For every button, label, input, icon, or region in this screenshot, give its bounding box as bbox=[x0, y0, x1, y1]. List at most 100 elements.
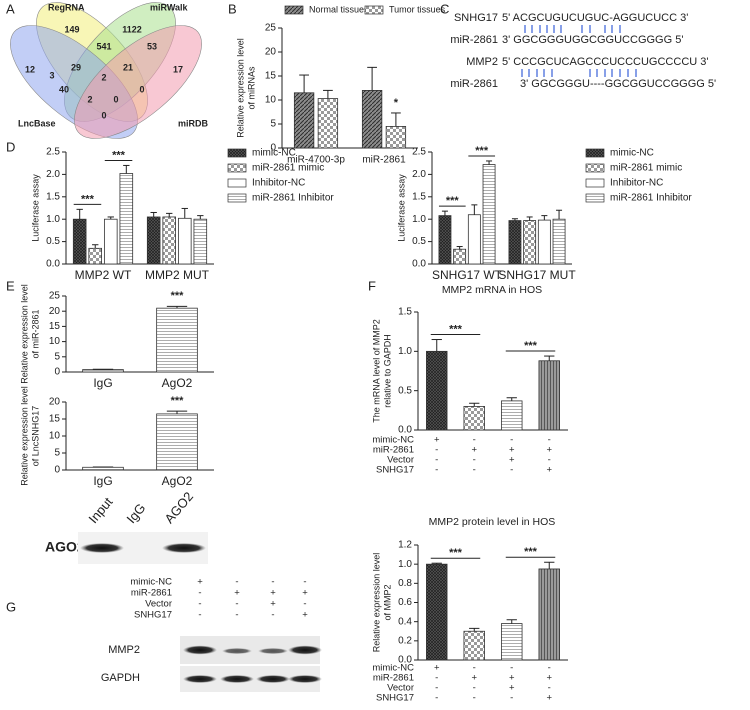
y-tick-label: 0.2 bbox=[398, 635, 412, 646]
bar bbox=[523, 220, 537, 265]
y-axis-label: of miRNAs bbox=[246, 66, 256, 110]
venn-count: 541 bbox=[96, 41, 111, 51]
y-tick-label: 0.5 bbox=[46, 236, 60, 247]
seq: 5' ACGCUGUCUGUC-AGGUCUCC 3' bbox=[502, 12, 688, 24]
condition-mark: - bbox=[435, 445, 438, 456]
y-tick-label: 2.5 bbox=[46, 147, 60, 158]
blot-band bbox=[220, 675, 254, 683]
significance-label: *** bbox=[524, 546, 538, 558]
bar bbox=[552, 218, 566, 265]
condition-mark: - bbox=[435, 683, 438, 694]
significance-label: *** bbox=[475, 145, 489, 157]
venn-count: 3 bbox=[49, 70, 54, 80]
y-tick-label: 5 bbox=[270, 119, 276, 130]
panel-label: G bbox=[6, 599, 16, 614]
condition-mark: + bbox=[434, 435, 440, 446]
y-tick-label: 2.5 bbox=[412, 147, 426, 158]
venn-count: 12 bbox=[25, 64, 35, 74]
condition-mark: - bbox=[435, 465, 438, 476]
y-axis-label: Luciferase assay bbox=[30, 174, 40, 242]
condition-mark: + bbox=[434, 663, 440, 674]
legend-label: mimic-NC bbox=[252, 148, 296, 159]
y-tick-label: 0.8 bbox=[398, 578, 412, 589]
legend-swatch bbox=[585, 178, 605, 188]
bar bbox=[538, 568, 560, 661]
condition-mark: + bbox=[509, 673, 515, 684]
blot-band bbox=[80, 543, 124, 553]
y-axis-label: Luciferase assay bbox=[396, 174, 406, 242]
lane-label: AGO2 bbox=[161, 489, 196, 526]
bar bbox=[463, 405, 485, 431]
legend-swatch bbox=[585, 148, 605, 158]
y-tick-label: 25 bbox=[49, 291, 61, 302]
y-tick-label: 1.0 bbox=[46, 214, 60, 225]
bar bbox=[72, 218, 87, 265]
condition-mark: - bbox=[198, 610, 201, 621]
y-axis-label: of MMP2 bbox=[382, 584, 392, 620]
bar bbox=[467, 214, 481, 265]
legend-label: Normal tissues bbox=[309, 4, 369, 14]
legend-label: miR-2861 Inhibitor bbox=[252, 193, 334, 204]
venn-count: 1122 bbox=[122, 24, 142, 34]
y-tick-label: 0 bbox=[270, 143, 276, 154]
venn-count: 0 bbox=[139, 84, 144, 94]
seq-name: miR-2861 bbox=[450, 34, 498, 46]
condition-mark: + bbox=[197, 577, 203, 588]
condition-mark: - bbox=[548, 435, 551, 446]
seq-name: SNHG17 bbox=[454, 12, 498, 24]
y-tick-label: 2.0 bbox=[46, 169, 60, 180]
condition-mark: - bbox=[510, 663, 513, 674]
y-axis-label: of LncSNHG17 bbox=[30, 406, 40, 467]
bar bbox=[156, 307, 198, 373]
bar bbox=[361, 90, 383, 149]
y-tick-label: 1.5 bbox=[412, 191, 426, 202]
lane-label: IgG bbox=[123, 500, 148, 526]
condition-label: mimic-NC bbox=[372, 663, 414, 674]
y-tick-label: 0.5 bbox=[398, 385, 412, 396]
y-axis-label: of miR-2861 bbox=[30, 309, 40, 358]
venn-count: 29 bbox=[71, 62, 81, 72]
y-tick-label: 1.0 bbox=[398, 559, 412, 570]
blot-band bbox=[222, 648, 252, 654]
condition-label: Vector bbox=[387, 683, 414, 694]
blot-band bbox=[162, 543, 206, 553]
base-pair-lines bbox=[521, 25, 637, 77]
y-tick-label: 0 bbox=[54, 465, 60, 476]
condition-mark: - bbox=[235, 577, 238, 588]
y-tick-label: 0.0 bbox=[412, 259, 426, 270]
y-tick-label: 0.0 bbox=[398, 655, 412, 666]
legend-swatch bbox=[227, 148, 247, 158]
venn-set-label: miRDB bbox=[178, 118, 209, 128]
condition-mark: - bbox=[473, 465, 476, 476]
y-tick-label: 1.5 bbox=[398, 307, 412, 318]
panel-label: B bbox=[228, 1, 237, 16]
significance-label: *** bbox=[112, 149, 126, 161]
condition-label: Vector bbox=[145, 599, 172, 610]
legend-label: mimic-NC bbox=[610, 148, 654, 159]
seq: 3' GGCGGGUGGCGGUCCGGGG 5' bbox=[502, 34, 683, 46]
y-tick-label: 25 bbox=[265, 23, 277, 34]
blot-row-label: MMP2 bbox=[108, 644, 140, 656]
y-tick-label: 15 bbox=[49, 414, 61, 425]
condition-mark: - bbox=[435, 693, 438, 704]
condition-mark: + bbox=[234, 588, 240, 599]
y-tick-label: 0.0 bbox=[398, 425, 412, 436]
y-tick-label: 1.2 bbox=[398, 540, 412, 551]
condition-mark: + bbox=[270, 588, 276, 599]
bar bbox=[82, 369, 124, 373]
y-tick-label: 20 bbox=[49, 306, 61, 317]
bar bbox=[317, 98, 339, 149]
y-axis-label: The mRNA level of MMP2 bbox=[371, 319, 381, 423]
panel-label: C bbox=[440, 1, 449, 16]
condition-mark: + bbox=[471, 673, 477, 684]
bar bbox=[88, 247, 103, 265]
y-tick-label: 1.0 bbox=[412, 214, 426, 225]
condition-label: SNHG17 bbox=[376, 693, 414, 704]
panel-label: E bbox=[6, 278, 15, 293]
legend-swatch bbox=[585, 193, 605, 203]
condition-mark: - bbox=[303, 577, 306, 588]
condition-mark: - bbox=[303, 599, 306, 610]
condition-label: SNHG17 bbox=[376, 465, 414, 476]
significance-label: *** bbox=[449, 547, 463, 559]
panel-label: D bbox=[6, 139, 15, 154]
